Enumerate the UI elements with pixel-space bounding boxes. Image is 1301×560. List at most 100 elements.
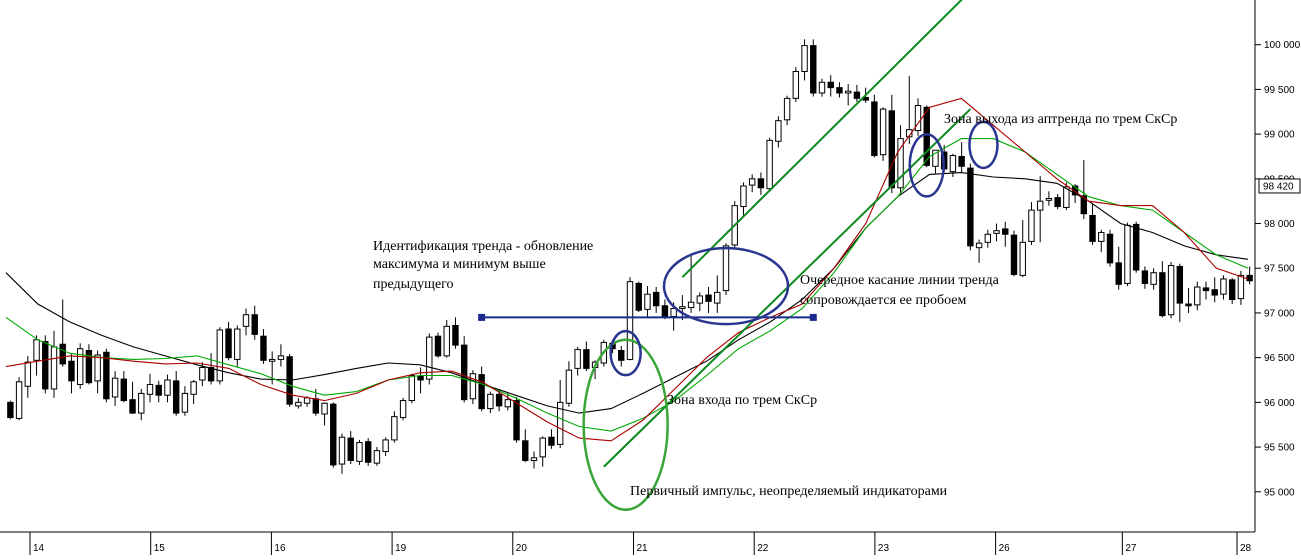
candle-body bbox=[59, 343, 66, 365]
candle-body bbox=[1228, 279, 1236, 301]
candle-body bbox=[146, 383, 154, 395]
candle bbox=[932, 149, 939, 174]
candle bbox=[618, 346, 625, 367]
candle-body bbox=[207, 366, 215, 382]
date-tick-label: 20 bbox=[516, 543, 528, 554]
candle bbox=[1019, 219, 1026, 278]
candle bbox=[7, 400, 14, 420]
candle-body bbox=[705, 294, 712, 302]
candle bbox=[626, 277, 634, 361]
candle bbox=[714, 275, 721, 313]
candle bbox=[146, 373, 154, 403]
price-tick-label: 95 500 bbox=[1264, 443, 1295, 454]
candle-body bbox=[722, 245, 730, 292]
candle bbox=[85, 344, 93, 385]
price-tick-label: 99 500 bbox=[1264, 85, 1295, 96]
candle-body bbox=[347, 437, 354, 461]
candle bbox=[321, 402, 328, 426]
candle bbox=[120, 371, 128, 403]
candle-body bbox=[530, 457, 538, 461]
candle-body bbox=[1211, 289, 1218, 296]
candle bbox=[679, 295, 686, 321]
candle-body bbox=[548, 436, 555, 446]
candle-body bbox=[1150, 272, 1157, 285]
candle-body bbox=[1115, 262, 1122, 285]
candle-body bbox=[1246, 274, 1253, 282]
candle bbox=[68, 354, 75, 394]
candle-body bbox=[565, 369, 573, 404]
date-tick-label: 16 bbox=[274, 543, 286, 554]
candle bbox=[1176, 263, 1184, 322]
candle-body bbox=[399, 400, 407, 419]
candle-body bbox=[748, 178, 756, 186]
candle bbox=[50, 330, 58, 398]
candle bbox=[975, 239, 983, 263]
candle-body bbox=[129, 399, 136, 414]
candle bbox=[879, 107, 887, 161]
price-axis: 95 000 95 500 96 000 96 500 97 000 97 500 98 0… bbox=[1254, 0, 1301, 532]
candle-body bbox=[967, 167, 974, 247]
ellipse-primary-impulse bbox=[582, 338, 669, 511]
ellipse-trend-identification bbox=[662, 246, 790, 326]
candle-body bbox=[111, 377, 119, 398]
candle-body bbox=[1002, 228, 1009, 235]
overlays-layer bbox=[478, 0, 999, 511]
candle-body bbox=[687, 301, 695, 309]
candle-body bbox=[975, 242, 983, 249]
candle-body bbox=[1045, 197, 1053, 201]
candle-body bbox=[312, 398, 320, 414]
candle bbox=[696, 292, 704, 312]
candle-body bbox=[495, 393, 503, 407]
candle-body bbox=[792, 71, 800, 99]
candle bbox=[452, 317, 459, 349]
date-tick-label: 26 bbox=[999, 543, 1011, 554]
candle-body bbox=[76, 348, 84, 385]
candle-body bbox=[539, 437, 546, 458]
candle bbox=[1141, 266, 1149, 289]
candle bbox=[635, 281, 642, 313]
candle-body bbox=[801, 45, 808, 73]
candle-body bbox=[1220, 278, 1227, 295]
candle bbox=[391, 411, 398, 443]
candle bbox=[1167, 261, 1175, 319]
candle bbox=[426, 333, 433, 385]
candle-body bbox=[172, 380, 180, 414]
candle-body bbox=[452, 324, 459, 346]
candle bbox=[652, 287, 660, 313]
candle-body bbox=[1036, 200, 1044, 211]
candle bbox=[399, 397, 407, 421]
candle bbox=[190, 380, 197, 405]
candle-body bbox=[906, 129, 913, 138]
candle-body bbox=[1089, 214, 1096, 242]
candle-body bbox=[1098, 231, 1105, 242]
candle-body bbox=[914, 105, 922, 132]
candle-body bbox=[810, 45, 817, 94]
candle bbox=[487, 391, 494, 414]
candle-body bbox=[295, 401, 302, 407]
date-tick-label: 14 bbox=[33, 543, 45, 554]
candle-body bbox=[556, 401, 564, 445]
candle-body bbox=[373, 450, 381, 464]
moving-averages-layer bbox=[5, 97, 1249, 442]
candle-body bbox=[818, 81, 826, 94]
candle bbox=[783, 95, 791, 126]
ma-line-1 bbox=[5, 172, 1249, 414]
candle bbox=[1036, 176, 1044, 243]
candle bbox=[1106, 229, 1114, 267]
candle-body bbox=[923, 106, 930, 166]
candle-body bbox=[434, 335, 442, 357]
candle-body bbox=[1063, 186, 1070, 208]
candle-body bbox=[1141, 270, 1149, 284]
candle-body bbox=[1237, 274, 1245, 300]
candle-body bbox=[138, 392, 145, 414]
date-tick-label: 15 bbox=[154, 543, 166, 554]
candle-body bbox=[408, 375, 416, 402]
candle-body bbox=[417, 375, 424, 381]
candle-body bbox=[504, 399, 512, 408]
ellipse-exit-zone bbox=[968, 120, 999, 170]
candle bbox=[766, 137, 773, 192]
price-tick-label: 96 500 bbox=[1264, 353, 1295, 364]
candle-body bbox=[1185, 303, 1192, 307]
annotation-primary-impulse: Первичный импульс, неопределяемый индика… bbox=[630, 484, 948, 499]
candle bbox=[687, 253, 695, 313]
